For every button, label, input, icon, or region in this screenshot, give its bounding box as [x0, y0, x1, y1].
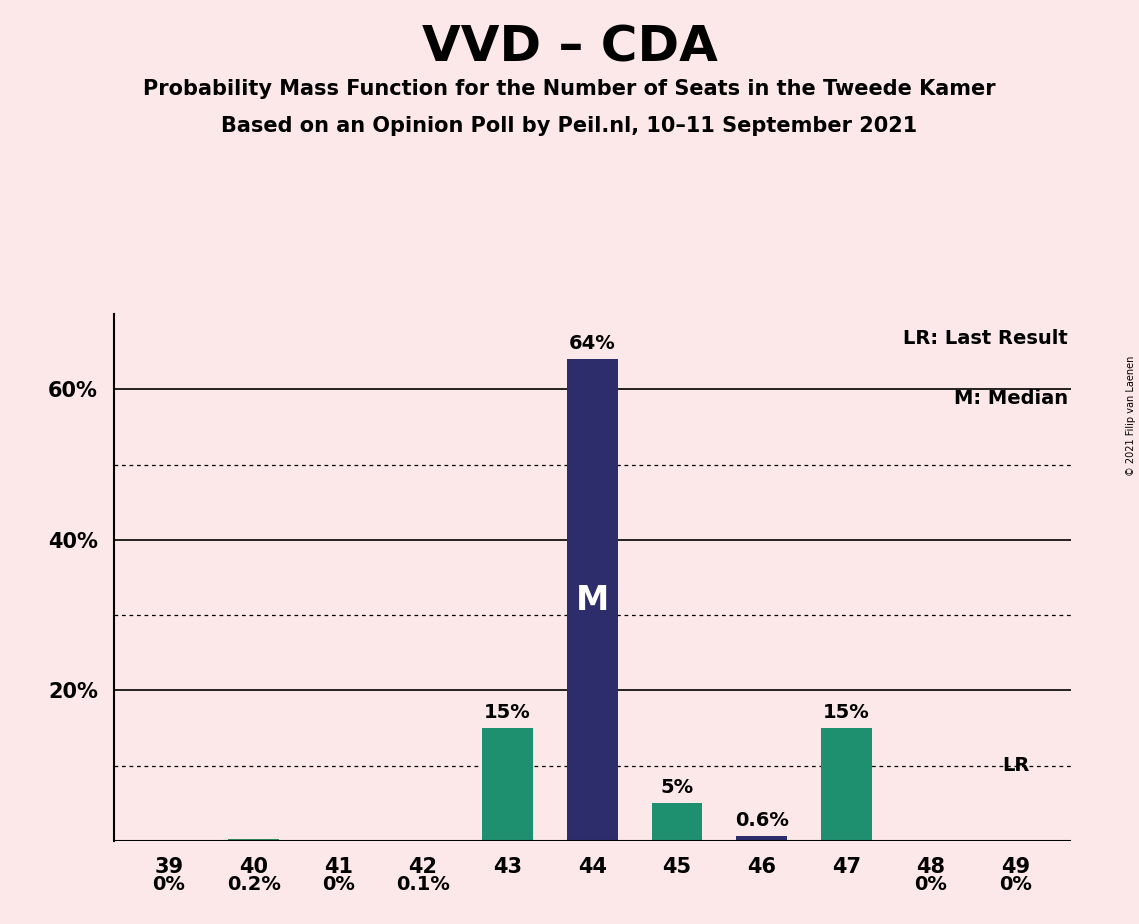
- Bar: [228, 839, 279, 841]
- Text: 0.6%: 0.6%: [735, 811, 788, 831]
- Bar: [482, 728, 533, 841]
- Text: 15%: 15%: [822, 703, 870, 722]
- Text: Probability Mass Function for the Number of Seats in the Tweede Kamer: Probability Mass Function for the Number…: [144, 79, 995, 99]
- Text: 64%: 64%: [568, 334, 616, 353]
- Text: 0%: 0%: [322, 875, 354, 894]
- Text: M: Median: M: Median: [954, 389, 1068, 408]
- Bar: [652, 803, 703, 841]
- Text: Based on an Opinion Poll by Peil.nl, 10–11 September 2021: Based on an Opinion Poll by Peil.nl, 10–…: [221, 116, 918, 136]
- Text: 0%: 0%: [153, 875, 186, 894]
- Text: 0%: 0%: [915, 875, 948, 894]
- Text: 0.1%: 0.1%: [396, 875, 450, 894]
- Text: 15%: 15%: [484, 703, 531, 722]
- Text: LR: Last Result: LR: Last Result: [903, 329, 1068, 348]
- Text: 0.2%: 0.2%: [227, 875, 280, 894]
- Text: 5%: 5%: [661, 778, 694, 797]
- Text: 0%: 0%: [999, 875, 1032, 894]
- Text: VVD – CDA: VVD – CDA: [421, 23, 718, 71]
- Bar: [736, 836, 787, 841]
- Text: M: M: [575, 584, 609, 616]
- Text: © 2021 Filip van Laenen: © 2021 Filip van Laenen: [1126, 356, 1136, 476]
- Bar: [821, 728, 871, 841]
- Text: LR: LR: [1002, 756, 1030, 775]
- Bar: [567, 359, 617, 841]
